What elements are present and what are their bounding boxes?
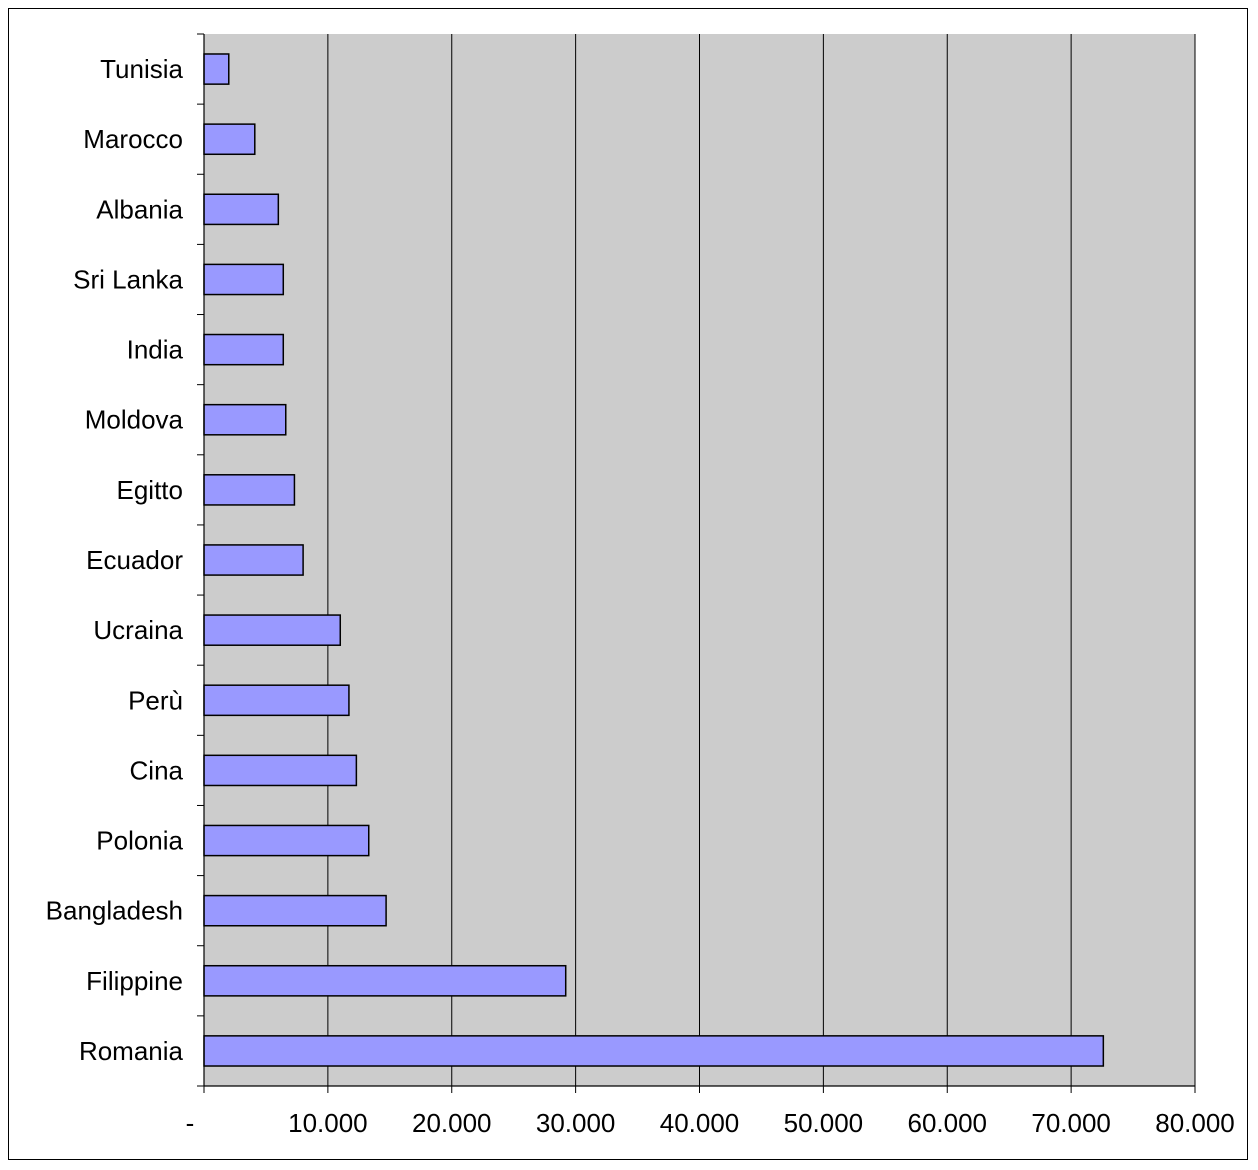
bar-polonia xyxy=(203,824,370,857)
category-labels: Tunisia Marocco Albania Sri Lanka India Moldo… xyxy=(46,54,184,1066)
bar-cina xyxy=(203,754,358,787)
category-label: Moldova xyxy=(85,405,184,435)
bar-bangladesh xyxy=(203,894,387,927)
category-label: Egitto xyxy=(117,475,184,505)
bar-perù xyxy=(203,684,350,717)
bar-ucraina xyxy=(203,614,342,646)
category-label: Perù xyxy=(128,685,183,715)
category-label: Filippine xyxy=(86,966,183,996)
gridlines xyxy=(327,34,1196,1086)
bar-moldova xyxy=(203,403,287,436)
category-label: Albania xyxy=(96,194,183,224)
x-tick-label: 70.000 xyxy=(1031,1108,1111,1138)
bar-egitto xyxy=(203,474,296,506)
bar-filippine xyxy=(203,964,567,997)
bar-sri-lanka xyxy=(203,263,285,296)
category-label: Ecuador xyxy=(86,545,183,575)
bar-ecuador xyxy=(203,544,304,576)
bar-albania xyxy=(203,193,280,226)
axes xyxy=(197,33,1196,1093)
category-label: Romania xyxy=(79,1036,184,1066)
category-label: Tunisia xyxy=(100,54,183,84)
x-tick-label: 20.000 xyxy=(412,1108,492,1138)
category-label: Ucraina xyxy=(93,615,183,645)
category-label: Polonia xyxy=(96,826,183,856)
category-label: Bangladesh xyxy=(46,896,183,926)
category-label: Sri Lanka xyxy=(73,264,183,294)
x-tick-label: 60.000 xyxy=(907,1108,987,1138)
chart-frame: Tunisia Marocco Albania Sri Lanka India Moldo… xyxy=(8,8,1248,1160)
x-tick-label: - xyxy=(186,1108,195,1138)
x-tick-label: 10.000 xyxy=(288,1108,368,1138)
bar-chart: Tunisia Marocco Albania Sri Lanka India Moldo… xyxy=(46,33,1235,1138)
bar-romania xyxy=(203,1035,1105,1067)
bar-tunisia xyxy=(203,53,230,85)
x-tick-label: 80.000 xyxy=(1155,1108,1235,1138)
x-tick-label: 30.000 xyxy=(536,1108,616,1138)
category-label: Cina xyxy=(130,755,184,785)
x-tick-label: 50.000 xyxy=(784,1108,864,1138)
bar-marocco xyxy=(203,123,256,156)
x-tick-label: 40.000 xyxy=(660,1108,740,1138)
category-label: India xyxy=(127,335,184,365)
bar-india xyxy=(203,333,285,366)
x-tick-labels: - 10.000 20.000 30.000 40.000 50.000 60.000 70.… xyxy=(186,1108,1235,1138)
category-label: Marocco xyxy=(83,124,183,154)
